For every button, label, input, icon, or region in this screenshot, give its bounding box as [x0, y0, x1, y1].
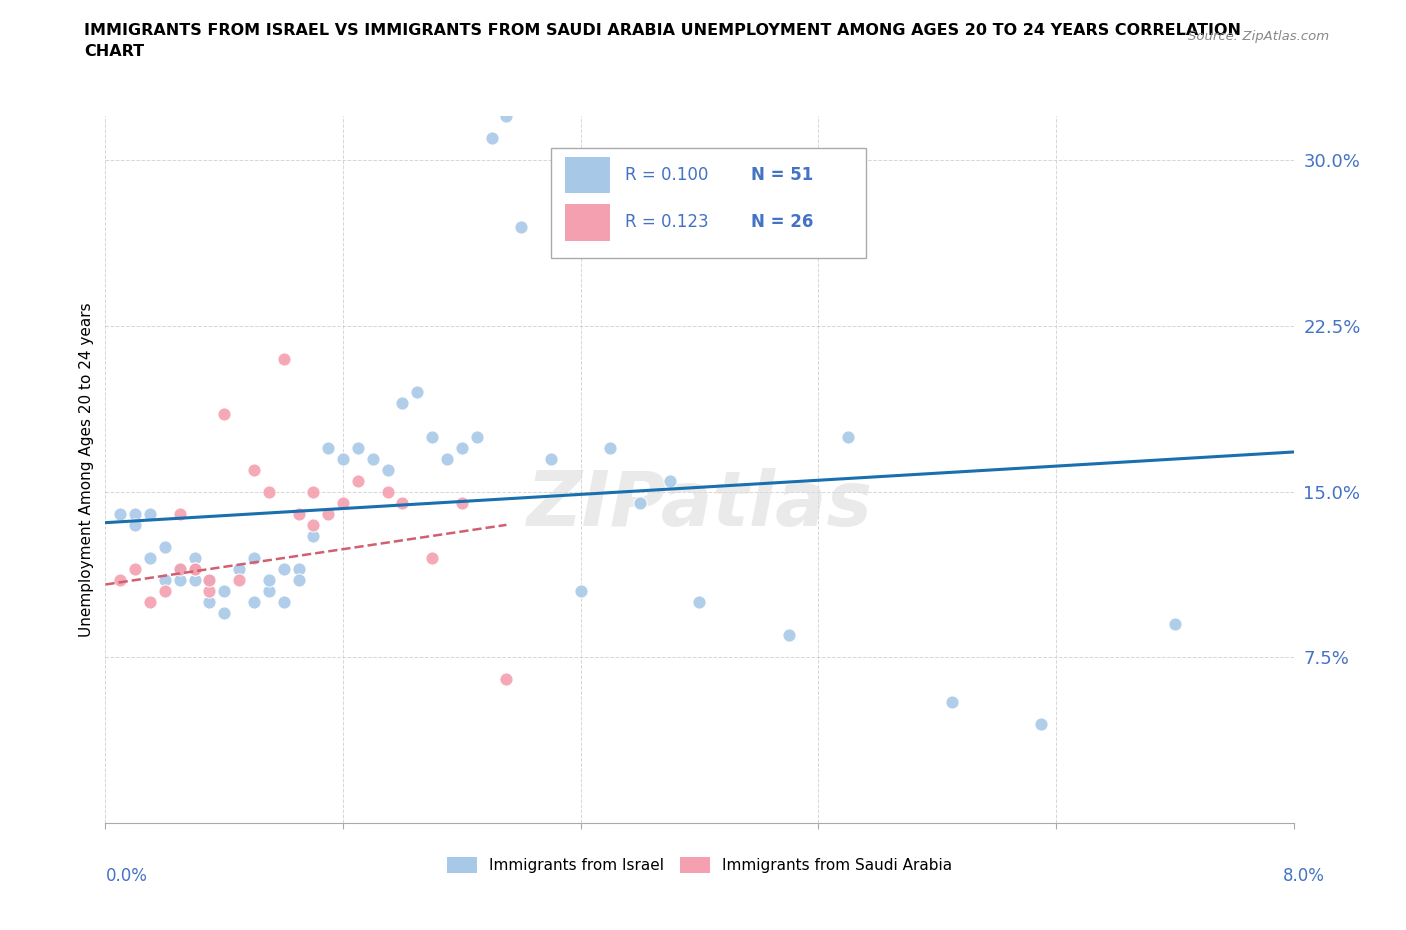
Legend: Immigrants from Israel, Immigrants from Saudi Arabia: Immigrants from Israel, Immigrants from …: [440, 851, 959, 879]
Point: [243, 595, 266, 610]
Point: [169, 507, 191, 522]
Point: [110, 507, 132, 522]
Point: [569, 584, 592, 599]
Point: [302, 517, 325, 532]
Point: [273, 352, 295, 366]
Point: [420, 429, 443, 444]
Point: [302, 528, 325, 543]
Point: [495, 672, 517, 687]
Point: [153, 539, 176, 554]
Point: [733, 219, 755, 234]
Point: [420, 551, 443, 565]
Point: [183, 562, 205, 577]
Point: [183, 573, 205, 588]
Point: [377, 462, 399, 477]
Point: [110, 573, 132, 588]
Text: 8.0%: 8.0%: [1282, 867, 1324, 884]
Text: IMMIGRANTS FROM ISRAEL VS IMMIGRANTS FROM SAUDI ARABIA UNEMPLOYMENT AMONG AGES 2: IMMIGRANTS FROM ISRAEL VS IMMIGRANTS FRO…: [84, 23, 1241, 38]
Point: [450, 496, 472, 511]
Text: N = 26: N = 26: [751, 213, 813, 232]
Point: [198, 573, 221, 588]
Point: [540, 451, 562, 466]
Point: [628, 496, 651, 511]
Point: [228, 562, 250, 577]
Point: [347, 473, 370, 488]
Point: [332, 451, 354, 466]
Point: [941, 694, 963, 709]
Point: [183, 551, 205, 565]
FancyBboxPatch shape: [551, 148, 866, 258]
Point: [139, 551, 162, 565]
Text: N = 51: N = 51: [751, 166, 813, 184]
Point: [391, 496, 413, 511]
Point: [406, 385, 429, 400]
Point: [198, 573, 221, 588]
Point: [332, 496, 354, 511]
Point: [302, 485, 325, 499]
Point: [658, 473, 681, 488]
Point: [169, 562, 191, 577]
Point: [139, 595, 162, 610]
Point: [198, 584, 221, 599]
Point: [599, 440, 621, 455]
Point: [183, 562, 205, 577]
Point: [169, 573, 191, 588]
Point: [214, 584, 236, 599]
Point: [124, 517, 146, 532]
Point: [124, 507, 146, 522]
Point: [124, 562, 146, 577]
Point: [778, 628, 800, 643]
Point: [287, 562, 309, 577]
Point: [689, 595, 711, 610]
Point: [377, 485, 399, 499]
FancyBboxPatch shape: [565, 204, 610, 241]
Point: [316, 440, 339, 455]
Point: [495, 109, 517, 124]
Point: [257, 584, 280, 599]
Point: [391, 396, 413, 411]
Point: [273, 562, 295, 577]
Text: R = 0.100: R = 0.100: [624, 166, 709, 184]
Point: [361, 451, 384, 466]
Text: 0.0%: 0.0%: [105, 867, 148, 884]
Point: [510, 219, 533, 234]
Text: Source: ZipAtlas.com: Source: ZipAtlas.com: [1188, 30, 1329, 43]
Point: [169, 562, 191, 577]
Point: [214, 407, 236, 422]
Point: [153, 573, 176, 588]
Point: [316, 507, 339, 522]
Point: [153, 584, 176, 599]
Point: [257, 573, 280, 588]
Point: [1029, 716, 1052, 731]
Text: R = 0.123: R = 0.123: [624, 213, 709, 232]
Point: [214, 605, 236, 620]
Point: [257, 485, 280, 499]
Point: [837, 429, 859, 444]
Point: [1164, 617, 1187, 631]
Point: [481, 131, 503, 146]
Point: [139, 507, 162, 522]
Point: [436, 451, 458, 466]
Point: [347, 440, 370, 455]
Text: ZIPatlas: ZIPatlas: [526, 468, 873, 542]
Y-axis label: Unemployment Among Ages 20 to 24 years: Unemployment Among Ages 20 to 24 years: [79, 302, 94, 637]
Point: [465, 429, 488, 444]
Point: [287, 573, 309, 588]
Point: [228, 573, 250, 588]
Point: [287, 507, 309, 522]
FancyBboxPatch shape: [565, 156, 610, 193]
Point: [450, 440, 472, 455]
Point: [243, 551, 266, 565]
Text: CHART: CHART: [84, 44, 145, 59]
Point: [243, 462, 266, 477]
Point: [198, 595, 221, 610]
Point: [273, 595, 295, 610]
